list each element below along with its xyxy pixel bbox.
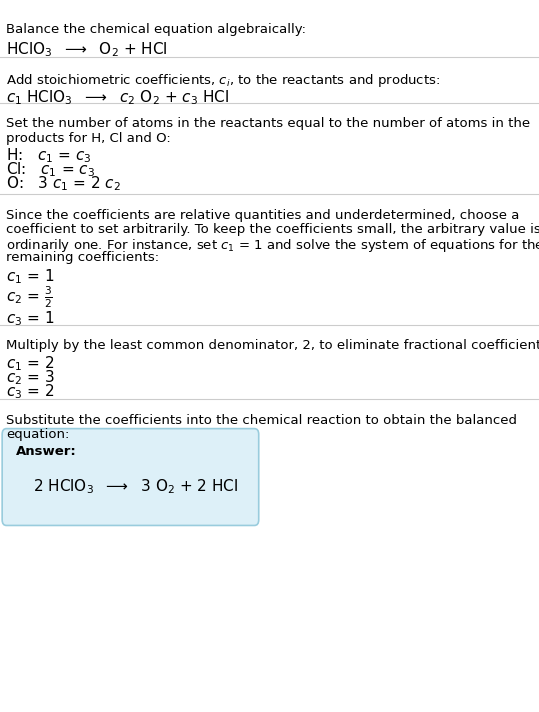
Text: Balance the chemical equation algebraically:: Balance the chemical equation algebraica… bbox=[6, 23, 307, 36]
FancyBboxPatch shape bbox=[2, 429, 259, 525]
Text: Cl:   $c_1$ = $c_3$: Cl: $c_1$ = $c_3$ bbox=[6, 160, 95, 179]
Text: equation:: equation: bbox=[6, 428, 70, 441]
Text: Add stoichiometric coefficients, $c_i$, to the reactants and products:: Add stoichiometric coefficients, $c_i$, … bbox=[6, 72, 441, 89]
Text: HClO$_3$  $\longrightarrow$  O$_2$ + HCl: HClO$_3$ $\longrightarrow$ O$_2$ + HCl bbox=[6, 40, 168, 58]
Text: O:   3 $c_1$ = 2 $c_2$: O: 3 $c_1$ = 2 $c_2$ bbox=[6, 174, 121, 193]
Text: Since the coefficients are relative quantities and underdetermined, choose a: Since the coefficients are relative quan… bbox=[6, 209, 520, 221]
Text: $c_1$ = 2: $c_1$ = 2 bbox=[6, 354, 54, 372]
Text: Multiply by the least common denominator, 2, to eliminate fractional coefficient: Multiply by the least common denominator… bbox=[6, 339, 539, 352]
Text: $c_1$ = 1: $c_1$ = 1 bbox=[6, 267, 55, 286]
Text: ordinarily one. For instance, set $c_1$ = 1 and solve the system of equations fo: ordinarily one. For instance, set $c_1$ … bbox=[6, 237, 539, 254]
Text: products for H, Cl and O:: products for H, Cl and O: bbox=[6, 132, 171, 145]
Text: Answer:: Answer: bbox=[16, 445, 77, 458]
Text: coefficient to set arbitrarily. To keep the coefficients small, the arbitrary va: coefficient to set arbitrarily. To keep … bbox=[6, 223, 539, 236]
Text: 2 HClO$_3$  $\longrightarrow$  3 O$_2$ + 2 HCl: 2 HClO$_3$ $\longrightarrow$ 3 O$_2$ + 2… bbox=[33, 477, 239, 496]
Text: $c_3$ = 1: $c_3$ = 1 bbox=[6, 309, 55, 328]
Text: $c_3$ = 2: $c_3$ = 2 bbox=[6, 382, 54, 401]
Text: remaining coefficients:: remaining coefficients: bbox=[6, 251, 160, 264]
Text: $c_2$ = $\frac{3}{2}$: $c_2$ = $\frac{3}{2}$ bbox=[6, 285, 53, 310]
Text: Set the number of atoms in the reactants equal to the number of atoms in the: Set the number of atoms in the reactants… bbox=[6, 117, 530, 130]
Text: $c_1$ HClO$_3$  $\longrightarrow$  $c_2$ O$_2$ + $c_3$ HCl: $c_1$ HClO$_3$ $\longrightarrow$ $c_2$ O… bbox=[6, 88, 230, 107]
Text: H:   $c_1$ = $c_3$: H: $c_1$ = $c_3$ bbox=[6, 146, 92, 164]
Text: Substitute the coefficients into the chemical reaction to obtain the balanced: Substitute the coefficients into the che… bbox=[6, 414, 517, 426]
Text: $c_2$ = 3: $c_2$ = 3 bbox=[6, 368, 55, 387]
